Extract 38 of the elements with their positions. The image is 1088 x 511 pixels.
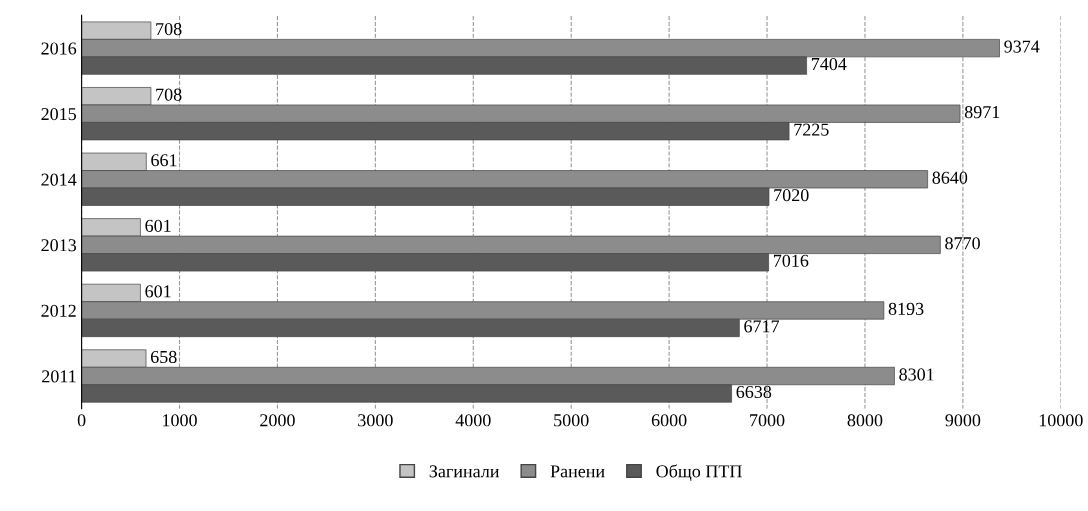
data-label: 6638 — [736, 385, 772, 399]
data-label: 601 — [145, 285, 171, 298]
y-tick-label: 2015 — [41, 107, 77, 121]
data-label: 8640 — [932, 171, 968, 184]
y-tick-label: 2013 — [41, 239, 77, 252]
data-label: 8193 — [888, 302, 924, 315]
x-tick-label: 0 — [77, 414, 86, 427]
legend-label: Загинали — [429, 465, 500, 478]
x-tick-label: 8000 — [847, 414, 883, 427]
x-tick-label: 1000 — [163, 414, 197, 427]
y-tick-label: 2011 — [42, 370, 76, 383]
x-tick-label: 4000 — [455, 414, 491, 427]
x-tick-label: 5000 — [554, 414, 589, 427]
data-label: 7404 — [811, 57, 847, 71]
data-label: 658 — [150, 350, 177, 364]
x-tick-label: 2000 — [260, 414, 295, 427]
data-label: 8301 — [899, 368, 934, 381]
legend-label: Общо ПТП — [656, 464, 742, 481]
data-label: 708 — [156, 22, 182, 36]
data-label: 708 — [156, 88, 182, 101]
data-label: 661 — [151, 154, 177, 167]
data-label: 8770 — [945, 237, 980, 250]
data-label: 9374 — [1004, 40, 1040, 53]
data-label: 7016 — [773, 254, 809, 267]
x-tick-label: 3000 — [358, 414, 393, 427]
data-label: 8971 — [964, 106, 1000, 119]
y-tick-label: 2016 — [41, 42, 77, 55]
x-tick-label: 9000 — [945, 414, 981, 427]
data-label: 601 — [145, 219, 171, 232]
data-label: 7020 — [774, 189, 809, 202]
data-label: 6717 — [744, 320, 780, 333]
legend-label: Ранени — [550, 465, 605, 478]
x-tick-label: 10000 — [1039, 414, 1083, 427]
y-tick-label: 2014 — [41, 173, 77, 186]
y-tick-label: 2012 — [41, 304, 76, 317]
x-tick-label: 6000 — [651, 414, 687, 427]
x-tick-label: 7000 — [750, 414, 785, 427]
data-label: 7225 — [794, 123, 829, 136]
